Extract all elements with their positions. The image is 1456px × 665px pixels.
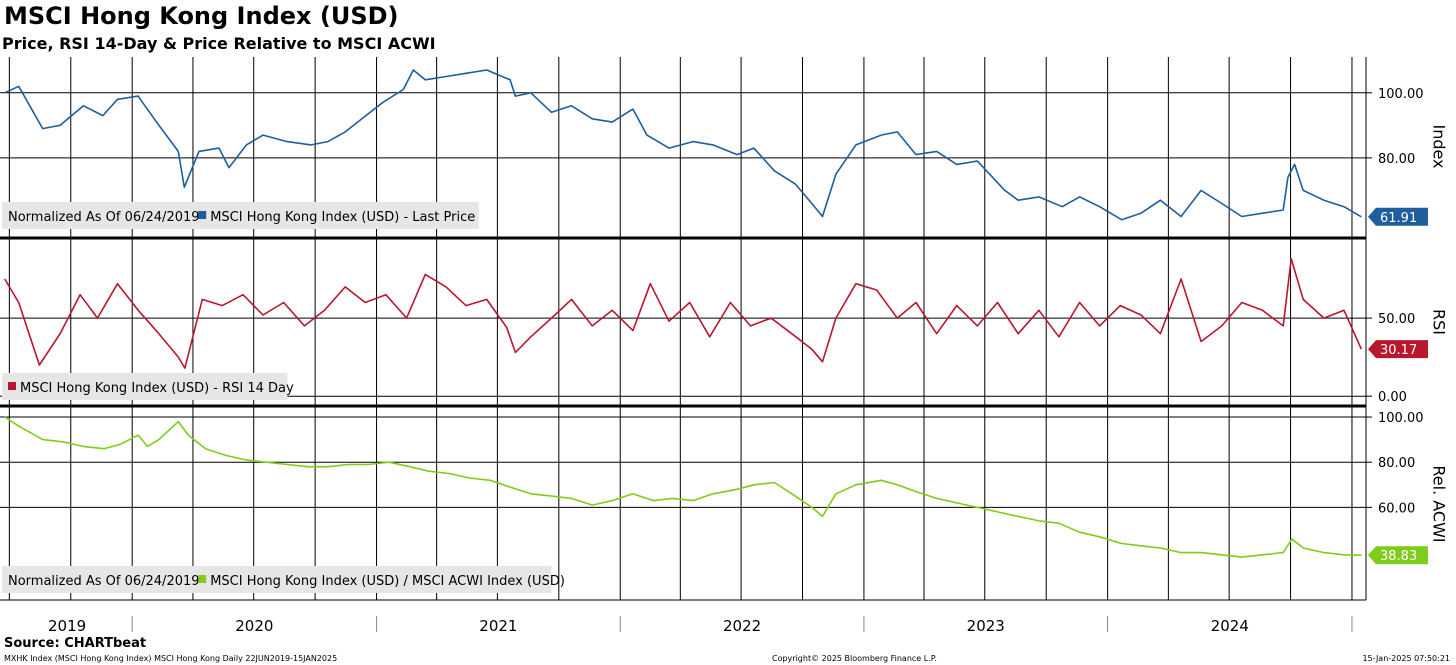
last-value-flag-shape bbox=[1368, 340, 1428, 359]
panel-rsi: 0.00 50.00 30.17 RSI MSCI Hong Kong Index (U… bbox=[0, 257, 1449, 405]
y-tick-label: 100.00 bbox=[1378, 411, 1424, 426]
chart-title: MSCI Hong Kong Index (USD) bbox=[4, 2, 399, 30]
legend-series-label: MSCI Hong Kong Index (USD) - Last Price bbox=[210, 210, 475, 225]
x-tick-label-year: 2021 bbox=[479, 617, 517, 632]
last-value-flag-rsi: 30.17 bbox=[1368, 340, 1428, 359]
x-axis: 2019 2020 2021 2022 2023 2024 bbox=[0, 599, 1366, 632]
chart-canvas: 80.00 100.00 61.91 Index Normalized As Of 06… bbox=[0, 57, 1449, 632]
legend-swatch bbox=[198, 211, 207, 219]
series-line-price bbox=[4, 69, 1362, 221]
x-tick-label-year: 2020 bbox=[235, 617, 273, 632]
last-value-label: 38.83 bbox=[1380, 549, 1417, 564]
last-value-flag-price: 61.91 bbox=[1368, 207, 1428, 226]
source-note: Source: CHARTbeat bbox=[4, 636, 147, 651]
last-value-flag-shape bbox=[1368, 546, 1428, 565]
footer-timestamp: 15-Jan-2025 07:50:21 bbox=[1362, 654, 1450, 663]
axis-title-relative: Rel. ACWI bbox=[1430, 465, 1449, 542]
series-line-relative bbox=[4, 416, 1362, 558]
legend-box bbox=[2, 202, 479, 229]
last-value-label: 61.91 bbox=[1380, 211, 1417, 226]
x-tick-label-year: 2023 bbox=[967, 617, 1005, 632]
legend-rsi: MSCI Hong Kong Index (USD) - RSI 14 Day bbox=[2, 373, 294, 400]
y-tick-label: 80.00 bbox=[1378, 456, 1415, 471]
x-tick-label-year: 2019 bbox=[48, 617, 86, 632]
series-line-rsi bbox=[4, 257, 1363, 369]
legend-price: Normalized As Of 06/24/2019 MSCI Hong Kon… bbox=[2, 202, 479, 229]
vertical-gridlines bbox=[8, 57, 1353, 600]
x-tick-label-year: 2022 bbox=[723, 617, 761, 632]
legend-swatch bbox=[8, 382, 16, 390]
footer-copyright: Copyright© 2025 Bloomberg Finance L.P. bbox=[772, 654, 937, 663]
last-value-flag-relative: 38.83 bbox=[1368, 546, 1428, 565]
y-tick-label: 60.00 bbox=[1378, 501, 1415, 516]
legend-box bbox=[2, 373, 288, 400]
panel-price: 80.00 100.00 61.91 Index Normalized As Of 06… bbox=[0, 69, 1449, 229]
legend-note: Normalized As Of 06/24/2019 bbox=[8, 210, 200, 225]
last-value-label: 30.17 bbox=[1380, 343, 1417, 358]
footer-ticker-info: MXHK Index (MSCI Hong Kong Index) MSCI H… bbox=[4, 654, 338, 663]
legend-note: Normalized As Of 06/24/2019 bbox=[8, 574, 200, 589]
axis-title-price: Index bbox=[1430, 124, 1449, 168]
axis-title-rsi: RSI bbox=[1430, 309, 1449, 335]
panel-relative: 60.00 80.00 100.00 38.83 Rel. ACWI Normalized… bbox=[0, 411, 1449, 593]
y-tick-label: 50.00 bbox=[1378, 312, 1415, 327]
legend-box bbox=[2, 566, 552, 593]
legend-series-label: MSCI Hong Kong Index (USD) - RSI 14 Day bbox=[20, 381, 294, 396]
y-tick-label: 80.00 bbox=[1378, 152, 1415, 167]
legend-series-label: MSCI Hong Kong Index (USD) / MSCI ACWI I… bbox=[210, 574, 565, 589]
legend-relative: Normalized As Of 06/24/2019 MSCI Hong Kon… bbox=[2, 566, 565, 593]
x-tick-label-year: 2024 bbox=[1211, 617, 1249, 632]
legend-swatch bbox=[198, 575, 207, 583]
last-value-flag-shape bbox=[1368, 207, 1428, 226]
y-tick-label: 100.00 bbox=[1378, 87, 1424, 102]
chart-subtitle: Price, RSI 14-Day & Price Relative to MS… bbox=[2, 34, 436, 53]
y-tick-label: 0.00 bbox=[1378, 390, 1407, 405]
